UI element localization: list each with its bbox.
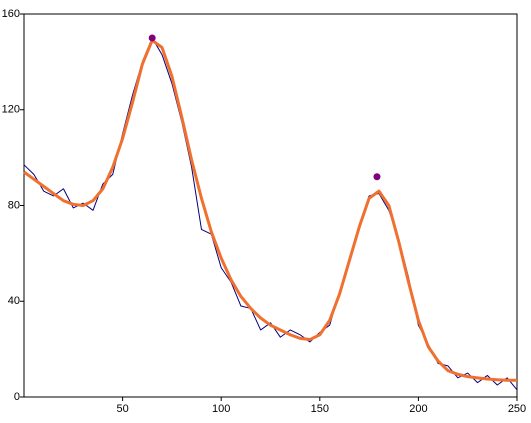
plot-frame <box>23 13 518 398</box>
data-line <box>23 38 517 382</box>
y-tick-label: 80 <box>8 199 20 211</box>
y-tick-label: 0 <box>14 391 20 403</box>
x-tick-label: 250 <box>508 403 526 415</box>
x-tick-label: 50 <box>116 403 128 415</box>
peak-marker <box>373 173 381 181</box>
peak-marker <box>148 34 156 42</box>
y-tick-label: 160 <box>2 8 20 20</box>
y-tick-label: 40 <box>8 295 20 307</box>
x-tick-label: 150 <box>311 403 329 415</box>
x-tick-label: 100 <box>212 403 230 415</box>
y-tick-label: 120 <box>2 104 20 116</box>
x-tick-label: 200 <box>409 403 427 415</box>
